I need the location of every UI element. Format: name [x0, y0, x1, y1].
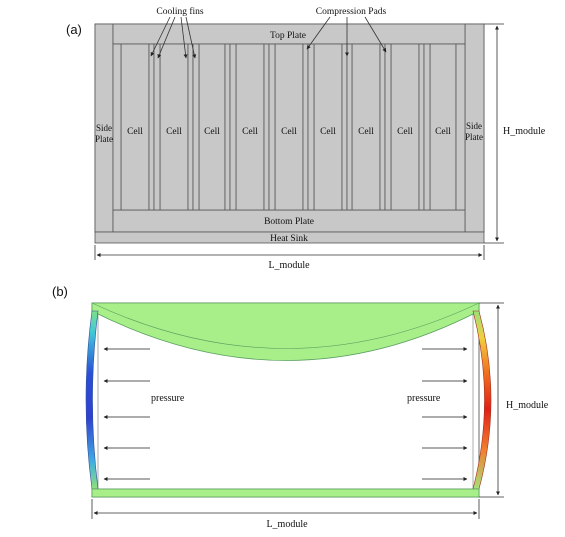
- l-module-dimension-b: [91, 499, 480, 519]
- h-module-label-b: H_module: [506, 400, 549, 411]
- cooling-fins-label: Cooling fins: [156, 6, 204, 17]
- heat-sink: [94, 231, 485, 244]
- panel-b-label: (b): [52, 284, 68, 299]
- deformed-side-plate-right: [472, 310, 492, 490]
- pad-strip: [307, 43, 315, 211]
- side-plate-left-label-line1: Side: [96, 123, 112, 133]
- h-module-label-a: H_module: [503, 126, 546, 137]
- panel-a-label: (a): [66, 22, 82, 37]
- fin-strip: [224, 43, 231, 211]
- fin-strip: [418, 43, 425, 211]
- l-module-label-a: L_module: [268, 260, 310, 271]
- cell-label: Cell: [242, 127, 258, 137]
- cell-label: Cell: [127, 127, 143, 137]
- h-module-dimension-a: [484, 23, 504, 244]
- compression-pads-leaders: [306, 16, 387, 57]
- fin-strip: [379, 43, 386, 211]
- bottom-plate-label: Bottom Plate: [264, 217, 314, 227]
- cell-3: [198, 43, 226, 211]
- compression-pads-label: Compression Pads: [316, 7, 387, 17]
- cell-label: Cell: [320, 127, 336, 137]
- pad-strip: [455, 43, 466, 211]
- h-module-dimension-b: [479, 302, 504, 498]
- pad-strip: [346, 43, 353, 211]
- deformed-side-plate-left: [85, 310, 99, 490]
- pad-strip: [192, 43, 200, 211]
- l-module-label-b: L_module: [266, 519, 308, 530]
- fin-and-pad-strips: [112, 43, 466, 211]
- top-plate-label: Top Plate: [270, 31, 306, 41]
- deformed-bottom-plate: [91, 488, 480, 498]
- pressure-arrows-right: [422, 347, 468, 481]
- pressure-label-left: pressure: [151, 393, 185, 404]
- pressure-arrows-left: [103, 347, 150, 481]
- cooling-fins-leaders: [150, 16, 197, 59]
- deformed-top-plate: [91, 302, 480, 361]
- pad-strip: [112, 43, 122, 211]
- side-plate-right-label-line2: Plate: [465, 132, 483, 142]
- top-plate-lower-edge: [91, 302, 480, 349]
- pad-strip: [423, 43, 431, 211]
- cell-2: [159, 43, 189, 211]
- side-plate-left-label-line2: Plate: [95, 134, 113, 144]
- cell-label: Cell: [435, 127, 451, 137]
- pad-strip: [268, 43, 276, 211]
- pad-strip: [229, 43, 237, 211]
- heat-sink-label: Heat Sink: [270, 234, 308, 244]
- cell-6: [313, 43, 343, 211]
- cell-label: Cell: [281, 127, 297, 137]
- cell-label: Cell: [204, 127, 220, 137]
- cell-4: [235, 43, 265, 211]
- pad-strip: [153, 43, 161, 211]
- fin-strip: [187, 43, 194, 211]
- cell-8: [390, 43, 420, 211]
- cell-label: Cell: [358, 127, 374, 137]
- l-module-dimension-a: [94, 245, 485, 260]
- fin-strip: [148, 43, 155, 211]
- pad-strip: [384, 43, 392, 211]
- fin-strip: [341, 43, 348, 211]
- fin-strip: [302, 43, 309, 211]
- pressure-label-right: pressure: [407, 393, 441, 404]
- cell-label: Cell: [397, 127, 413, 137]
- fin-strip: [263, 43, 270, 211]
- side-plate-right-label-line1: Side: [466, 121, 482, 131]
- cell-label: Cell: [166, 127, 182, 137]
